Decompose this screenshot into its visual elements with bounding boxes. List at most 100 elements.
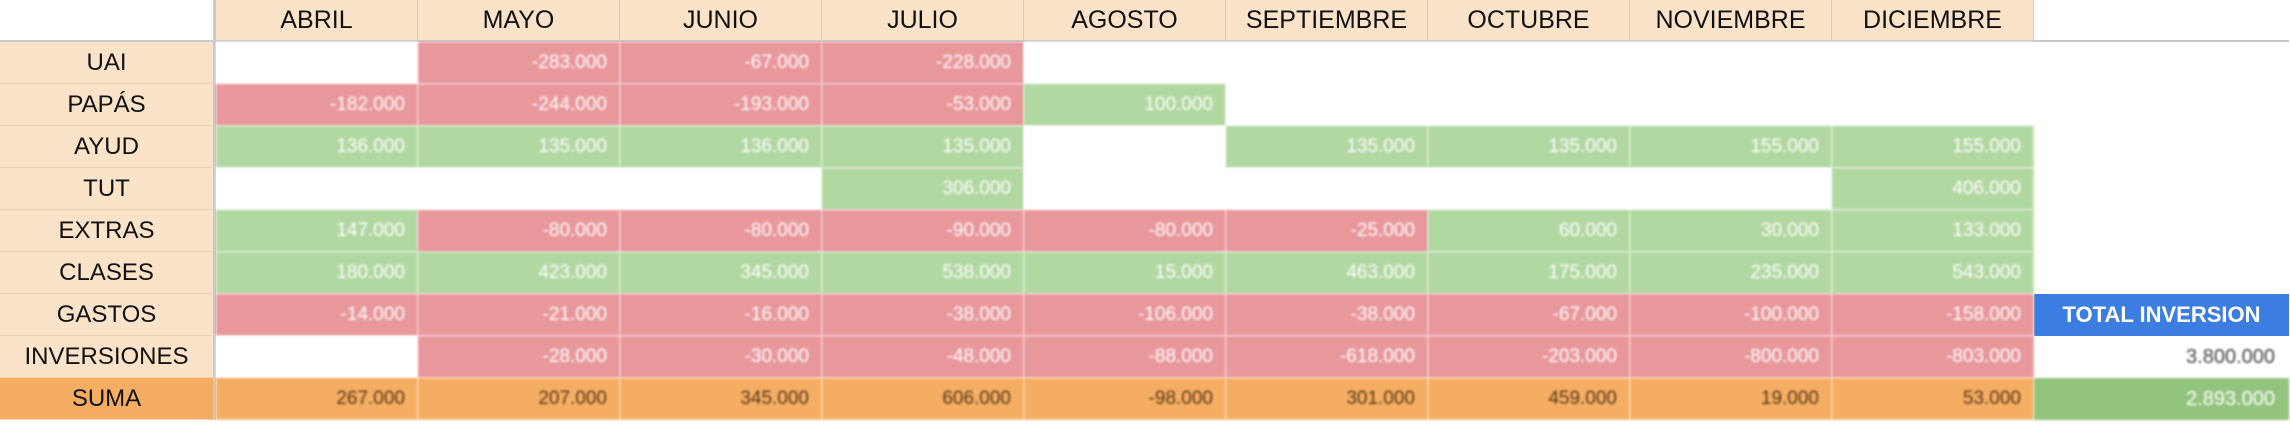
row-label-suma[interactable]: SUMA [0, 378, 216, 420]
table-cell[interactable]: -25.000 [1226, 210, 1428, 252]
table-cell[interactable]: 15.000 [1024, 252, 1226, 294]
table-cell[interactable]: 135.000 [1428, 126, 1630, 168]
table-cell[interactable]: 235.000 [1630, 252, 1832, 294]
table-cell[interactable] [1024, 126, 1226, 168]
column-header-julio[interactable]: JULIO [822, 0, 1024, 42]
table-cell[interactable] [1832, 84, 2034, 126]
table-cell[interactable]: 136.000 [216, 126, 418, 168]
row-label-ayud[interactable]: AYUD [0, 126, 216, 168]
table-cell[interactable] [1630, 42, 1832, 84]
row-label-gastos[interactable]: GASTOS [0, 294, 216, 336]
column-header-octubre[interactable]: OCTUBRE [1428, 0, 1630, 42]
column-header-mayo[interactable]: MAYO [418, 0, 620, 42]
suma-cell[interactable]: -98.000 [1024, 378, 1226, 420]
table-cell[interactable]: -283.000 [418, 42, 620, 84]
table-cell[interactable]: -38.000 [1226, 294, 1428, 336]
table-cell[interactable]: -100.000 [1630, 294, 1832, 336]
table-cell[interactable] [216, 336, 418, 378]
empty-cell[interactable] [2034, 168, 2289, 210]
column-header-septiembre[interactable]: SEPTIEMBRE [1226, 0, 1428, 42]
column-header-junio[interactable]: JUNIO [620, 0, 822, 42]
table-cell[interactable]: -67.000 [620, 42, 822, 84]
table-cell[interactable]: -80.000 [418, 210, 620, 252]
row-label-clases[interactable]: CLASES [0, 252, 216, 294]
table-cell[interactable]: -182.000 [216, 84, 418, 126]
table-cell[interactable]: 345.000 [620, 252, 822, 294]
table-cell[interactable] [1226, 168, 1428, 210]
table-cell[interactable]: 306.000 [822, 168, 1024, 210]
table-cell[interactable]: 175.000 [1428, 252, 1630, 294]
empty-cell[interactable] [2034, 126, 2289, 168]
table-cell[interactable] [1630, 168, 1832, 210]
row-label-tut[interactable]: TUT [0, 168, 216, 210]
empty-cell[interactable] [2034, 84, 2289, 126]
column-header-abril[interactable]: ABRIL [216, 0, 418, 42]
column-header-agosto[interactable]: AGOSTO [1024, 0, 1226, 42]
table-cell[interactable]: 135.000 [822, 126, 1024, 168]
table-cell[interactable]: 155.000 [1832, 126, 2034, 168]
table-cell[interactable]: -53.000 [822, 84, 1024, 126]
row-label-paps[interactable]: PAPÁS [0, 84, 216, 126]
table-cell[interactable]: 463.000 [1226, 252, 1428, 294]
table-cell[interactable]: 180.000 [216, 252, 418, 294]
suma-cell[interactable]: 301.000 [1226, 378, 1428, 420]
table-cell[interactable]: -28.000 [418, 336, 620, 378]
column-header-diciembre[interactable]: DICIEMBRE [1832, 0, 2034, 42]
table-cell[interactable]: 135.000 [1226, 126, 1428, 168]
table-cell[interactable]: 538.000 [822, 252, 1024, 294]
table-cell[interactable]: -21.000 [418, 294, 620, 336]
table-cell[interactable]: -106.000 [1024, 294, 1226, 336]
column-header-noviembre[interactable]: NOVIEMBRE [1630, 0, 1832, 42]
table-cell[interactable] [1630, 84, 1832, 126]
table-cell[interactable]: -193.000 [620, 84, 822, 126]
table-cell[interactable]: 135.000 [418, 126, 620, 168]
table-cell[interactable]: -30.000 [620, 336, 822, 378]
row-label-inversiones[interactable]: INVERSIONES [0, 336, 216, 378]
table-cell[interactable]: -803.000 [1832, 336, 2034, 378]
table-cell[interactable] [1226, 84, 1428, 126]
table-cell[interactable]: -67.000 [1428, 294, 1630, 336]
total-inversion-value[interactable]: 3.800.000 [2186, 345, 2275, 368]
row-label-extras[interactable]: EXTRAS [0, 210, 216, 252]
table-cell[interactable]: 147.000 [216, 210, 418, 252]
suma-cell[interactable]: 207.000 [418, 378, 620, 420]
table-cell[interactable]: 423.000 [418, 252, 620, 294]
table-cell[interactable] [216, 42, 418, 84]
row-label-uai[interactable]: UAI [0, 42, 216, 84]
table-cell[interactable] [216, 168, 418, 210]
table-cell[interactable] [1428, 42, 1630, 84]
table-cell[interactable]: 60.000 [1428, 210, 1630, 252]
suma-cell[interactable]: 267.000 [216, 378, 418, 420]
table-cell[interactable]: 543.000 [1832, 252, 2034, 294]
table-cell[interactable]: 100.000 [1024, 84, 1226, 126]
table-cell[interactable] [1832, 42, 2034, 84]
suma-cell[interactable]: 606.000 [822, 378, 1024, 420]
table-cell[interactable]: -14.000 [216, 294, 418, 336]
suma-cell[interactable]: 19.000 [1630, 378, 1832, 420]
table-cell[interactable]: 155.000 [1630, 126, 1832, 168]
suma-total-value[interactable]: 2.893.000 [2034, 378, 2289, 420]
table-cell[interactable]: -244.000 [418, 84, 620, 126]
table-cell[interactable]: -80.000 [620, 210, 822, 252]
table-cell[interactable]: -38.000 [822, 294, 1024, 336]
table-cell[interactable]: -158.000 [1832, 294, 2034, 336]
table-cell[interactable]: 136.000 [620, 126, 822, 168]
table-cell[interactable] [1226, 42, 1428, 84]
table-cell[interactable]: -800.000 [1630, 336, 1832, 378]
suma-cell[interactable]: 53.000 [1832, 378, 2034, 420]
empty-cell[interactable] [2034, 252, 2289, 294]
table-cell[interactable] [1428, 168, 1630, 210]
empty-cell[interactable] [2034, 42, 2289, 84]
table-cell[interactable]: -203.000 [1428, 336, 1630, 378]
table-cell[interactable] [1428, 84, 1630, 126]
table-cell[interactable] [620, 168, 822, 210]
table-cell[interactable]: -48.000 [822, 336, 1024, 378]
suma-cell[interactable]: 459.000 [1428, 378, 1630, 420]
table-cell[interactable]: -228.000 [822, 42, 1024, 84]
table-cell[interactable]: -618.000 [1226, 336, 1428, 378]
table-cell[interactable]: -88.000 [1024, 336, 1226, 378]
table-cell[interactable] [418, 168, 620, 210]
empty-cell[interactable] [2034, 210, 2289, 252]
suma-cell[interactable]: 345.000 [620, 378, 822, 420]
table-cell[interactable]: 133.000 [1832, 210, 2034, 252]
